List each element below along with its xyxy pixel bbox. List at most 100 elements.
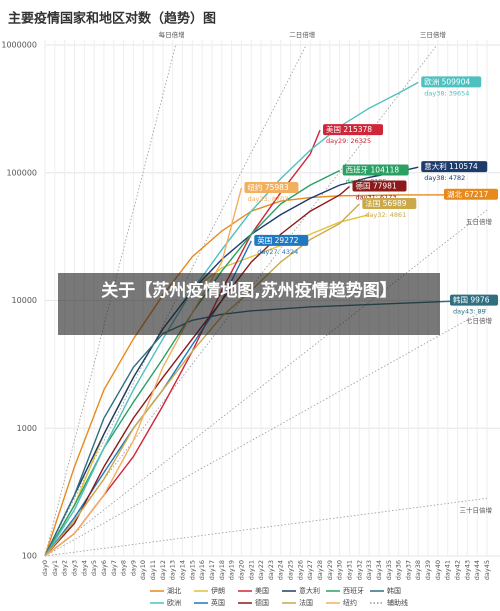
series-line (44, 194, 488, 557)
end-note: day38: 4782 (424, 174, 465, 182)
legend-label: 韩国 (387, 586, 401, 595)
x-tick-label: day12 (159, 560, 167, 580)
end-note: day27: 4324 (257, 248, 298, 256)
end-note: day31: 6173 (355, 194, 396, 202)
x-tick-label: day21 (247, 560, 255, 580)
guide-label: 每日倍增 (159, 30, 185, 39)
guide-line (44, 308, 488, 557)
end-label-box (362, 197, 417, 209)
legend-label: 英国 (211, 598, 225, 607)
x-tick-label: day3 (70, 560, 78, 576)
guide-line (44, 497, 488, 557)
x-tick-label: day19 (228, 560, 236, 580)
series-line (44, 166, 419, 557)
end-label-box (450, 294, 498, 306)
x-tick-label: day17 (208, 560, 216, 580)
legend-label: 伊朗 (211, 586, 225, 595)
x-tick-label: day23 (267, 560, 275, 580)
guide-label: 三十日倍增 (460, 505, 493, 514)
x-tick-label: day41 (444, 560, 452, 580)
end-label-box (444, 188, 498, 200)
x-tick-label: day5 (90, 560, 98, 576)
x-tick-label: day45 (483, 560, 491, 580)
x-tick-label: day44 (473, 560, 481, 580)
legend-label: 湖北 (167, 586, 181, 595)
x-tick-label: day43 (463, 560, 471, 580)
guide-label: 五日倍增 (466, 217, 492, 226)
end-label: 西班牙 104118 (346, 165, 400, 175)
x-tick-label: day16 (198, 560, 206, 580)
x-tick-label: day8 (120, 560, 128, 576)
x-tick-label: day9 (129, 560, 137, 576)
guide-label: 七日倍增 (466, 316, 492, 325)
end-label-box (421, 76, 482, 88)
x-tick-label: day4 (80, 560, 88, 576)
end-note: day32: 4861 (365, 211, 406, 219)
end-label: 法国 56989 (365, 198, 406, 208)
x-tick-label: day0 (41, 560, 49, 576)
series-line (44, 81, 419, 557)
x-tick-label: day40 (434, 560, 442, 580)
x-tick-label: day42 (454, 560, 462, 580)
x-tick-label: day25 (287, 560, 295, 580)
end-note: day29: 26325 (326, 137, 371, 145)
y-tick-label: 1000000 (1, 41, 37, 50)
x-tick-label: day37 (404, 560, 412, 580)
end-label: 韩国 9976 (453, 295, 490, 305)
x-tick-label: day13 (169, 560, 177, 580)
legend-label: 纽约 (343, 598, 357, 607)
x-tick-label: day10 (139, 560, 147, 580)
chart-title: 主要疫情国家和地区对数（趋势）图 (8, 11, 216, 27)
x-tick-label: day33 (365, 560, 373, 580)
x-tick-label: day31 (345, 560, 353, 580)
end-note: day43: 89 (453, 308, 486, 316)
end-label-box (421, 161, 488, 173)
end-label: 欧洲 509904 (424, 76, 470, 86)
end-label: 英国 29272 (257, 235, 298, 245)
end-label-box (254, 234, 309, 246)
legend-label: 辅助线 (387, 598, 408, 607)
guide-line (44, 209, 488, 557)
x-tick-label: day34 (375, 560, 383, 580)
legend-label: 西班牙 (343, 586, 364, 595)
x-tick-label: day22 (257, 560, 265, 580)
x-tick-label: day32 (355, 560, 363, 580)
x-tick-label: day18 (218, 560, 226, 580)
end-note: day23: 8703 (247, 195, 288, 203)
x-tick-label: day26 (296, 560, 304, 580)
x-tick-label: day27 (306, 560, 314, 580)
x-tick-label: day11 (149, 560, 157, 580)
x-tick-label: day1 (51, 560, 59, 576)
y-tick-label: 100000 (6, 168, 37, 177)
legend-label: 欧洲 (167, 598, 181, 607)
end-label-box (342, 164, 409, 176)
end-label: 美国 215378 (326, 124, 372, 134)
legend-label: 意大利 (299, 586, 320, 595)
end-label-box (244, 181, 299, 193)
guide-label: 三日倍增 (420, 30, 446, 39)
legend-label: 德国 (255, 598, 269, 607)
y-tick-label: 100 (22, 552, 37, 561)
x-tick-label: day2 (61, 560, 69, 576)
x-tick-label: day38 (414, 560, 422, 580)
overlay-caption: 关于【苏州疫情地图,苏州疫情趋势图】 (58, 273, 440, 335)
guide-label: 二日倍增 (289, 30, 315, 39)
x-tick-label: day7 (110, 560, 118, 576)
y-tick-label: 10000 (12, 296, 37, 305)
end-label-box (323, 124, 384, 136)
end-label: 意大利 110574 (424, 161, 478, 171)
x-tick-label: day36 (395, 560, 403, 580)
x-tick-label: day14 (179, 560, 187, 580)
end-note: day38: 39654 (424, 89, 469, 97)
x-tick-label: day29 (326, 560, 334, 580)
series-line (44, 187, 243, 557)
x-tick-label: day28 (316, 560, 324, 580)
legend-label: 美国 (255, 586, 269, 595)
x-tick-label: day6 (100, 560, 108, 576)
end-label-box (352, 180, 407, 192)
x-tick-label: day39 (424, 560, 432, 580)
x-tick-label: day24 (277, 560, 285, 580)
x-tick-label: day15 (188, 560, 196, 580)
x-tick-label: day20 (237, 560, 245, 580)
